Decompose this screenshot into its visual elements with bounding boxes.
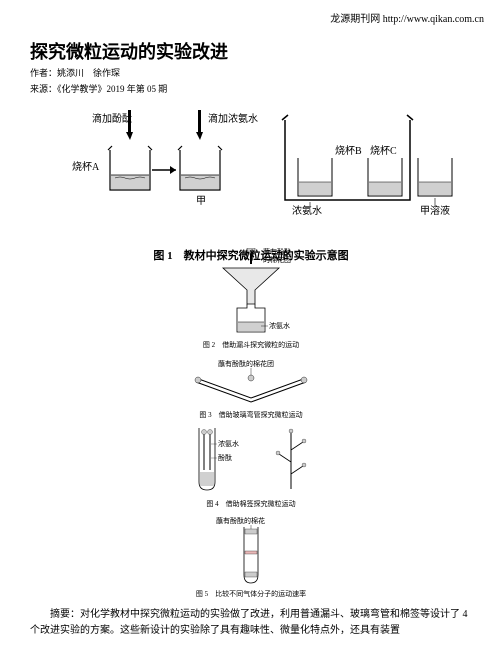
authors-line: 作者：姚添川 徐作琛 [30,66,120,79]
label-beaker-b: 烧杯B [335,144,362,157]
figure-4-caption: 图 4 借助棉签探究微粒运动 [0,499,502,509]
figure-4-row: 浓氨水 酚酞 [0,424,502,499]
label-drop-phenol: 滴加酚酞 [92,112,132,125]
fig4-phenol: 酚酞 [218,453,232,462]
figure-1-svg: 滴加酚酞 烧杯A 滴加浓氨水 [0,100,502,240]
figure-5: 蘸有酚酞的棉花 [216,517,286,587]
fig4-ammonia: 浓氨水 [218,439,239,448]
label-drop-ammonia: 滴加浓氨水 [208,112,258,125]
header-site-link[interactable]: 龙源期刊网 http://www.qikan.com.cn [330,10,484,25]
label-jia: 甲 [196,196,206,207]
figure-3-caption: 图 3 借助玻璃弯管探究微粒运动 [0,410,502,420]
figure-2-caption: 图 2 借助漏斗探究微粒的运动 [0,340,502,350]
fig3-label: 蘸有酚酞的棉花团 [218,359,274,368]
source-line: 来源：《化学教学》2019 年第 05 期 [30,82,167,95]
figure-4-right [261,424,321,494]
figure-1-caption: 图 1 教材中探究微粒运动的实验示意图 [0,247,502,263]
abstract-text: 摘要：对化学教材中探究微粒运动的实验做了改进，利用普通漏斗、玻璃弯管和棉签等设计… [30,607,472,639]
fig5-label: 蘸有酚酞的棉花 [216,517,265,525]
label-beaker-a: 烧杯A [72,160,100,173]
figure-1: 滴加酚酞 烧杯A 滴加浓氨水 [0,100,502,240]
figure-3: 蘸有酚酞的棉花团 [176,358,326,408]
label-beaker-c: 烧杯C [370,144,397,157]
article-title: 探究微粒运动的实验改进 [30,38,228,64]
fig2-label-bottom: 浓氨水 [269,321,290,330]
label-ammonia: 浓氨水 [292,204,322,217]
figures-region: 滴加酚酞 烧杯A 滴加浓氨水 [0,100,502,603]
figure-5-caption: 图 5 比较不同气体分子的运动速率 [0,589,502,599]
figure-4-left: 浓氨水 酚酞 [181,424,241,494]
